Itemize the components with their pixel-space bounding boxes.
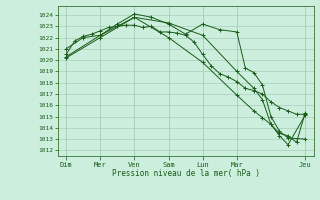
X-axis label: Pression niveau de la mer( hPa ): Pression niveau de la mer( hPa ) — [112, 169, 260, 178]
